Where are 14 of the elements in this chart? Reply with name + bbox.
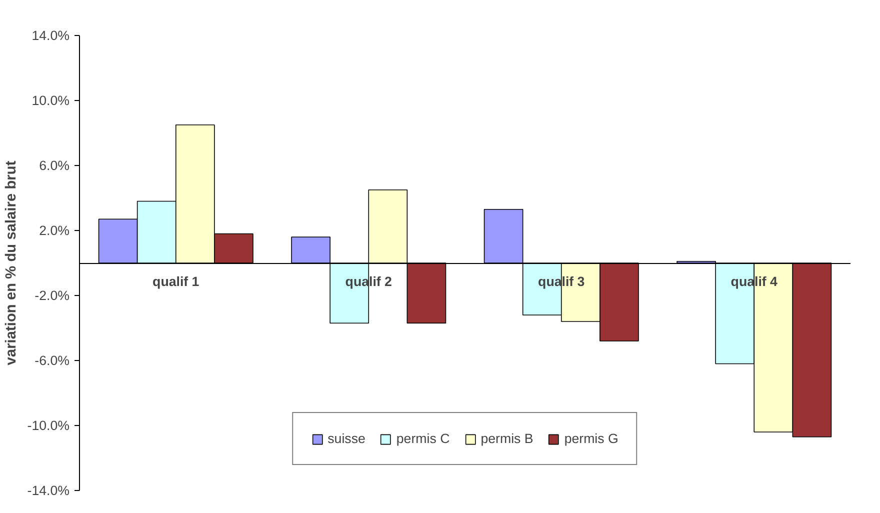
y-tick-label: -2.0% xyxy=(34,288,70,303)
y-tick-label: 10.0% xyxy=(32,93,70,108)
legend-label: permis G xyxy=(564,431,618,446)
y-tick-label: -14.0% xyxy=(27,483,70,498)
legend-label: permis B xyxy=(480,431,534,446)
y-tick-label: 6.0% xyxy=(39,158,70,173)
y-tick-label: -6.0% xyxy=(34,353,70,368)
y-tick-label: 2.0% xyxy=(39,223,70,238)
x-tick-label: qualif 1 xyxy=(152,274,200,289)
legend-label: permis C xyxy=(396,431,450,446)
y-tick-label: -10.0% xyxy=(27,418,70,433)
y-tick-label: 14.0% xyxy=(32,28,70,43)
legend-label: suisse xyxy=(328,431,366,446)
y-axis-title: variation en % du salaire brut xyxy=(3,160,20,366)
